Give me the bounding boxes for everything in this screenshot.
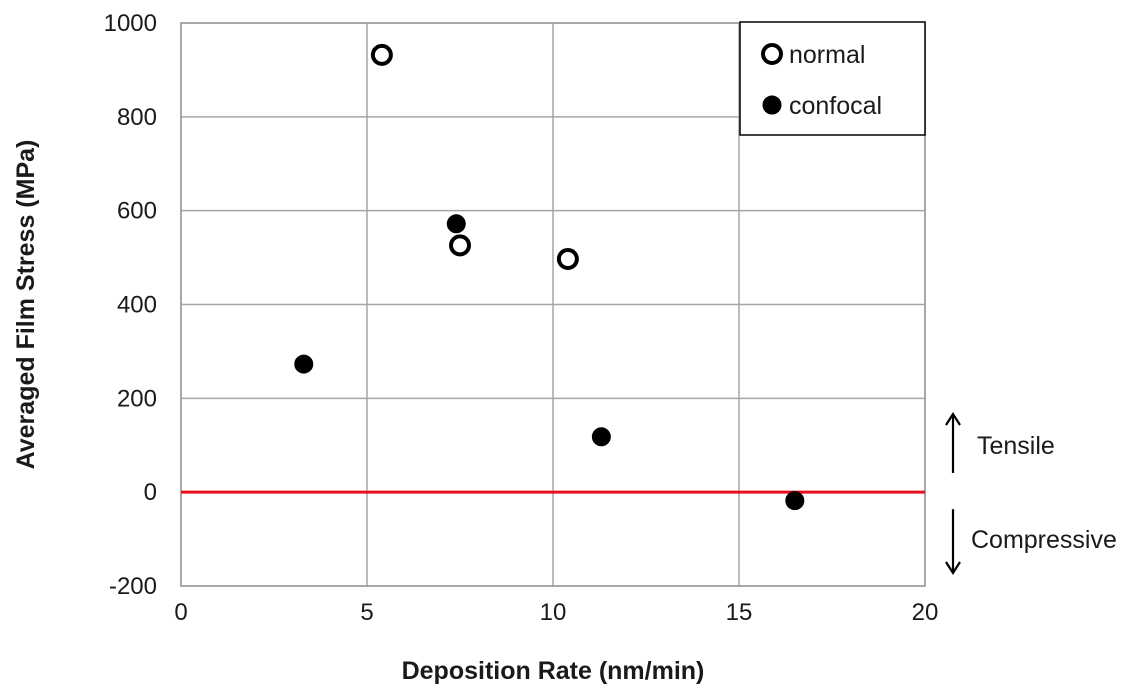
y-tick-label: 200 (117, 385, 157, 412)
x-tick-label: 5 (360, 599, 373, 626)
x-axis-title: Deposition Rate (nm/min) (402, 657, 705, 685)
tensile-label: Tensile (977, 432, 1055, 460)
legend: normal confocal (739, 21, 926, 136)
y-tick-label: 0 (144, 479, 157, 506)
data-point-confocal (294, 354, 314, 374)
x-tick-label: 0 (174, 599, 187, 626)
data-point-normal (556, 247, 579, 270)
data-points (294, 43, 805, 511)
data-point-confocal (591, 427, 611, 447)
y-tick-label: 600 (117, 198, 157, 225)
legend-label-normal: normal (789, 41, 865, 69)
data-point-normal (370, 43, 393, 66)
x-tick-label: 15 (726, 599, 753, 626)
legend-marker-normal (761, 43, 783, 65)
data-point-normal (449, 234, 471, 257)
data-point-confocal (446, 214, 466, 234)
data-point-confocal (785, 491, 805, 511)
y-axis-title: Averaged Film Stress (MPa) (12, 140, 40, 470)
y-tick-labels: -200 0 200 400 600 800 1000 (104, 10, 157, 600)
tensile-arrowhead-icon (945, 411, 961, 426)
compressive-label: Compressive (971, 526, 1117, 554)
legend-marker-confocal (762, 95, 782, 115)
y-tick-label: 400 (117, 292, 157, 319)
legend-label-confocal: confocal (789, 92, 882, 120)
x-tick-labels: 0 5 10 15 20 (174, 599, 938, 626)
legend-box (739, 21, 926, 136)
x-tick-label: 10 (540, 599, 567, 626)
compressive-arrowhead-icon (945, 561, 961, 576)
x-tick-label: 20 (912, 599, 939, 626)
stress-direction-annotations: Tensile Compressive (945, 411, 1117, 576)
y-tick-label: -200 (109, 573, 157, 600)
y-tick-label: 1000 (104, 10, 157, 37)
plot-area-frame (180, 22, 926, 587)
y-tick-label: 800 (117, 104, 157, 131)
